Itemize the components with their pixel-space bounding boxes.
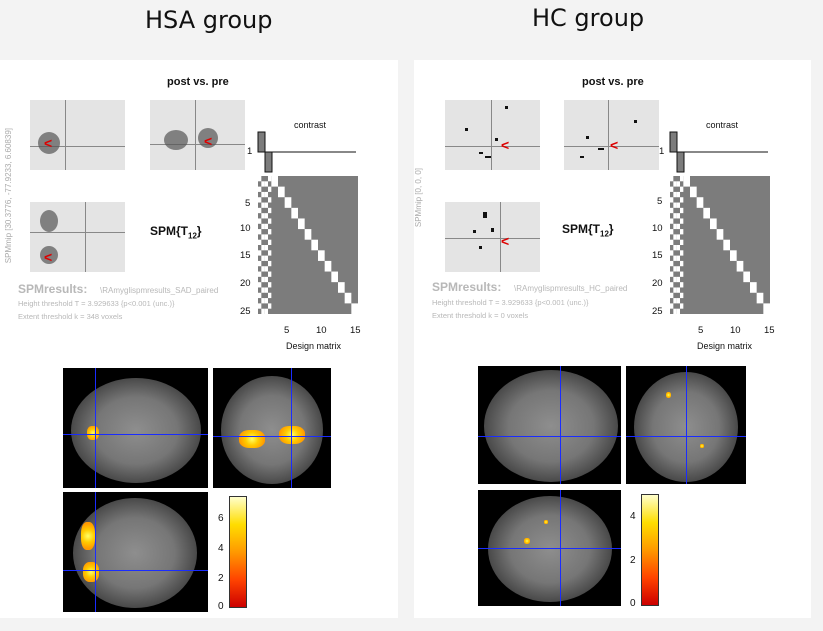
hc-panel: post vs. pre SPMmip [0, 0, 0] < < < SPM{…: [414, 60, 811, 618]
dm-ytick: 10: [240, 223, 251, 234]
hsa-panel: post vs. pre SPMmip [30.3776, -77.9233, …: [0, 60, 398, 618]
dm-ytick: 5: [245, 198, 251, 209]
mri-coronal: [626, 366, 746, 484]
arrow-icon: <: [44, 249, 53, 265]
results-file: \RAmyglispmresults_SAD_paired: [100, 286, 219, 295]
glass-brain-coronal: <: [150, 100, 245, 170]
results-file: \RAmyglispmresults_HC_paired: [514, 284, 628, 293]
contrast-label: contrast: [294, 120, 327, 130]
dm-xtick: 15: [764, 325, 775, 336]
dm-ytick: 15: [240, 250, 251, 261]
colorbar-tick: 0: [218, 601, 224, 612]
mri-sagittal: [63, 368, 208, 488]
design-matrix: [258, 176, 358, 314]
colorbar-tick: 4: [218, 543, 224, 554]
glass-brain-coronal: <: [564, 100, 659, 170]
colorbar-tick: 2: [218, 573, 224, 584]
extent-threshold: Extent threshold k = 348 voxels: [18, 312, 123, 321]
dm-ytick: 15: [652, 250, 663, 261]
dm-ytick: 5: [657, 196, 663, 207]
arrow-icon: <: [44, 135, 53, 151]
contrast-label: contrast: [706, 120, 739, 130]
plot-title: post vs. pre: [582, 76, 644, 88]
extent-threshold: Extent threshold k = 0 voxels: [432, 311, 529, 320]
glass-brain-sagittal: <: [30, 100, 125, 170]
dm-xtick: 5: [698, 325, 704, 336]
dm-ytick: 25: [652, 306, 663, 317]
colorbar-tick: 6: [218, 513, 224, 524]
dm-xtick: 10: [316, 325, 327, 336]
colorbar: [641, 494, 659, 606]
group-title-hc: HC group: [532, 4, 645, 32]
design-matrix: [670, 176, 770, 314]
contrast-tick: 1: [659, 146, 665, 157]
contrast-bars: [669, 131, 768, 173]
glass-brain-sagittal: <: [445, 100, 540, 170]
plot-title: post vs. pre: [167, 76, 229, 88]
mri-coronal: [213, 368, 331, 488]
mri-axial: [478, 490, 621, 606]
glass-brain-axial: <: [30, 202, 125, 272]
design-matrix-label: Design matrix: [286, 341, 342, 351]
dm-ytick: 20: [240, 278, 251, 289]
dm-xtick: 15: [350, 325, 361, 336]
colorbar: [229, 496, 247, 608]
dm-ytick: 20: [652, 278, 663, 289]
dm-ytick: 10: [652, 223, 663, 234]
arrow-icon: <: [501, 137, 510, 153]
spm-t-label: SPM{T12}: [562, 222, 614, 239]
height-threshold: Height threshold T = 3.929633 {p<0.001 (…: [432, 298, 589, 307]
mri-axial: [63, 492, 208, 612]
arrow-icon: <: [501, 233, 510, 249]
mri-sagittal: [478, 366, 621, 484]
mip-vertical-label: SPMmip [0, 0, 0]: [414, 168, 423, 228]
contrast-tick: 1: [247, 146, 253, 157]
dm-xtick: 10: [730, 325, 741, 336]
colorbar-tick: 0: [630, 598, 636, 609]
results-title: SPMresults:: [18, 282, 88, 296]
results-title: SPMresults:: [432, 280, 502, 294]
height-threshold: Height threshold T = 3.929633 {p<0.001 (…: [18, 299, 175, 308]
dm-xtick: 5: [284, 325, 290, 336]
contrast-bars: [257, 131, 356, 173]
arrow-icon: <: [204, 133, 213, 149]
glass-brain-axial: <: [445, 202, 540, 272]
colorbar-tick: 4: [630, 511, 636, 522]
design-matrix-label: Design matrix: [697, 341, 753, 351]
mip-vertical-label: SPMmip [30.3776, -77.9233, 6.60839]: [4, 128, 13, 264]
arrow-icon: <: [610, 137, 619, 153]
colorbar-tick: 2: [630, 555, 636, 566]
group-title-hsa: HSA group: [145, 6, 273, 34]
spm-t-label: SPM{T12}: [150, 224, 202, 241]
dm-ytick: 25: [240, 306, 251, 317]
